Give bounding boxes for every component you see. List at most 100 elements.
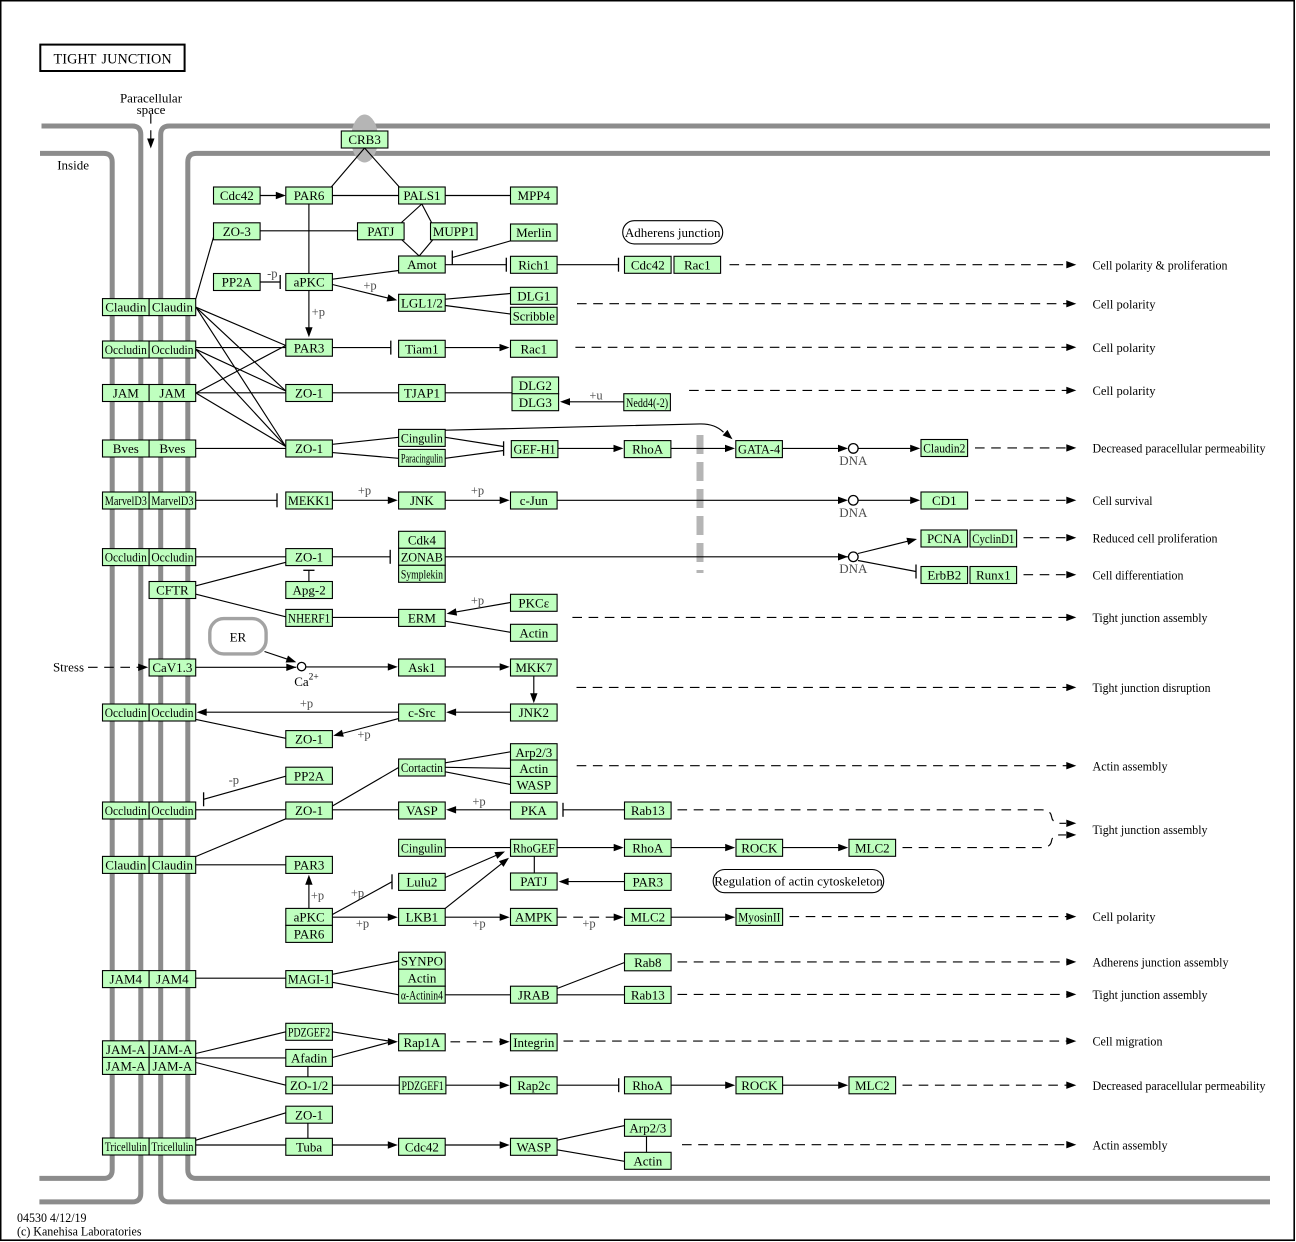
svg-text:Cell polarity: Cell polarity bbox=[1093, 340, 1156, 355]
svg-text:ZO-1/2: ZO-1/2 bbox=[290, 1078, 328, 1093]
svg-text:ZONAB: ZONAB bbox=[401, 549, 443, 564]
svg-text:Tuba: Tuba bbox=[296, 1139, 322, 1154]
svg-text:Decreased paracellular permeab: Decreased paracellular permeability bbox=[1093, 441, 1266, 456]
svg-text:Rac1: Rac1 bbox=[520, 341, 547, 356]
svg-text:NHERF1: NHERF1 bbox=[288, 611, 330, 626]
svg-text:Bves: Bves bbox=[113, 441, 139, 456]
svg-text:+p: +p bbox=[351, 886, 364, 900]
svg-text:DLG1: DLG1 bbox=[517, 288, 550, 303]
svg-text:Actin assembly: Actin assembly bbox=[1093, 758, 1168, 773]
svg-text:Occludin: Occludin bbox=[151, 550, 194, 565]
svg-text:ZO-1: ZO-1 bbox=[295, 550, 323, 565]
svg-text:GEF-H1: GEF-H1 bbox=[514, 442, 556, 457]
svg-text:Afadin: Afadin bbox=[291, 1051, 328, 1066]
svg-text:Actin: Actin bbox=[519, 761, 548, 776]
svg-text:JAM-A: JAM-A bbox=[106, 1059, 146, 1074]
svg-text:04530 4/12/19: 04530 4/12/19 bbox=[17, 1210, 87, 1225]
svg-text:CRB3: CRB3 bbox=[348, 132, 381, 147]
svg-text:DLG3: DLG3 bbox=[519, 395, 552, 410]
svg-text:Cell survival: Cell survival bbox=[1093, 493, 1153, 508]
svg-text:(c) Kanehisa Laboratories: (c) Kanehisa Laboratories bbox=[17, 1223, 142, 1238]
svg-text:AMPK: AMPK bbox=[515, 910, 553, 925]
svg-text:Occludin: Occludin bbox=[105, 803, 148, 818]
svg-text:LKB1: LKB1 bbox=[406, 910, 439, 925]
svg-text:+p: +p bbox=[300, 697, 313, 711]
svg-text:+p: +p bbox=[311, 889, 324, 903]
svg-text:JAM-A: JAM-A bbox=[153, 1059, 193, 1074]
svg-text:Adherens junction: Adherens junction bbox=[625, 225, 721, 240]
svg-text:DNA: DNA bbox=[839, 505, 868, 520]
svg-text:CFTR: CFTR bbox=[156, 583, 189, 598]
svg-text:Actin: Actin bbox=[407, 970, 436, 985]
svg-text:PATJ: PATJ bbox=[520, 874, 547, 889]
svg-text:PAR3: PAR3 bbox=[294, 858, 325, 873]
svg-text:JAM4: JAM4 bbox=[110, 972, 143, 987]
svg-text:+u: +u bbox=[589, 389, 603, 403]
svg-text:Claudin: Claudin bbox=[152, 300, 194, 315]
svg-text:Cell migration: Cell migration bbox=[1093, 1034, 1163, 1049]
svg-text:ZO-1: ZO-1 bbox=[295, 803, 323, 818]
svg-text:CyclinD1: CyclinD1 bbox=[972, 531, 1014, 546]
svg-text:Rich1: Rich1 bbox=[518, 257, 549, 272]
svg-text:Cortactin: Cortactin bbox=[401, 760, 444, 775]
svg-text:Tight junction assembly: Tight junction assembly bbox=[1093, 610, 1208, 625]
svg-text:MUPP1: MUPP1 bbox=[433, 224, 475, 239]
svg-text:+p: +p bbox=[471, 594, 484, 608]
svg-text:+p: +p bbox=[471, 484, 484, 498]
svg-text:Rab13: Rab13 bbox=[631, 988, 665, 1003]
svg-text:MKK7: MKK7 bbox=[515, 660, 552, 675]
svg-text:DLG2: DLG2 bbox=[519, 378, 552, 393]
svg-text:Actin assembly: Actin assembly bbox=[1093, 1137, 1168, 1152]
svg-text:Amot: Amot bbox=[407, 257, 437, 272]
svg-text:Rac1: Rac1 bbox=[684, 257, 711, 272]
svg-text:c-Jun: c-Jun bbox=[520, 493, 549, 508]
svg-text:JAM4: JAM4 bbox=[156, 972, 189, 987]
svg-text:Claudin: Claudin bbox=[152, 858, 194, 873]
svg-text:PAR6: PAR6 bbox=[294, 927, 325, 942]
svg-text:Tiam1: Tiam1 bbox=[405, 341, 438, 356]
svg-text:Rab8: Rab8 bbox=[634, 955, 661, 970]
svg-text:Occludin: Occludin bbox=[151, 803, 194, 818]
svg-text:α-Actinin4: α-Actinin4 bbox=[401, 987, 443, 1002]
svg-text:Claudin2: Claudin2 bbox=[923, 441, 965, 456]
svg-text:+p: +p bbox=[472, 917, 485, 931]
svg-text:Cell differentiation: Cell differentiation bbox=[1093, 567, 1184, 582]
svg-text:Nedd4(-2): Nedd4(-2) bbox=[626, 395, 668, 410]
svg-text:Claudin: Claudin bbox=[105, 300, 147, 315]
svg-text:PP2A: PP2A bbox=[294, 768, 325, 783]
svg-text:GATA-4: GATA-4 bbox=[738, 442, 781, 457]
svg-text:aPKC: aPKC bbox=[294, 910, 325, 925]
svg-text:Decreased paracellular permeab: Decreased paracellular permeability bbox=[1093, 1078, 1266, 1093]
svg-text:PKCε: PKCε bbox=[518, 595, 549, 610]
svg-text:Cell polarity: Cell polarity bbox=[1093, 296, 1156, 311]
svg-text:MarvelD3: MarvelD3 bbox=[151, 493, 193, 508]
svg-text:Cdk4: Cdk4 bbox=[408, 532, 437, 547]
svg-text:ERM: ERM bbox=[408, 611, 437, 626]
svg-text:Cdc42: Cdc42 bbox=[220, 188, 254, 203]
svg-text:RhoA: RhoA bbox=[632, 442, 664, 457]
svg-text:-p: -p bbox=[267, 267, 277, 281]
svg-text:WASP: WASP bbox=[516, 778, 551, 793]
svg-text:Ca: Ca bbox=[294, 674, 309, 689]
svg-text:Occludin: Occludin bbox=[105, 550, 148, 565]
svg-text:Adherens junction assembly: Adherens junction assembly bbox=[1093, 955, 1229, 970]
svg-text:Reduced cell proliferation: Reduced cell proliferation bbox=[1093, 530, 1218, 545]
svg-text:ROCK: ROCK bbox=[741, 840, 778, 855]
svg-text:TJAP1: TJAP1 bbox=[404, 386, 440, 401]
svg-text:Scribble: Scribble bbox=[513, 308, 555, 323]
svg-text:Lulu2: Lulu2 bbox=[406, 875, 437, 890]
svg-text:Cingulin: Cingulin bbox=[401, 840, 444, 855]
svg-text:ROCK: ROCK bbox=[741, 1078, 778, 1093]
svg-text:Cdc42: Cdc42 bbox=[405, 1139, 439, 1154]
svg-text:PATJ: PATJ bbox=[367, 224, 394, 239]
svg-text:JAM-A: JAM-A bbox=[153, 1042, 193, 1057]
svg-text:+p: +p bbox=[312, 305, 325, 319]
svg-text:-p: -p bbox=[229, 773, 239, 787]
svg-text:RhoA: RhoA bbox=[632, 1078, 664, 1093]
svg-text:JNK: JNK bbox=[410, 493, 434, 508]
svg-text:aPKC: aPKC bbox=[294, 275, 325, 290]
svg-text:+p: +p bbox=[472, 795, 485, 809]
svg-text:ZO-3: ZO-3 bbox=[223, 224, 251, 239]
svg-text:Cingulin: Cingulin bbox=[401, 431, 444, 446]
svg-text:PCNA: PCNA bbox=[927, 531, 962, 546]
